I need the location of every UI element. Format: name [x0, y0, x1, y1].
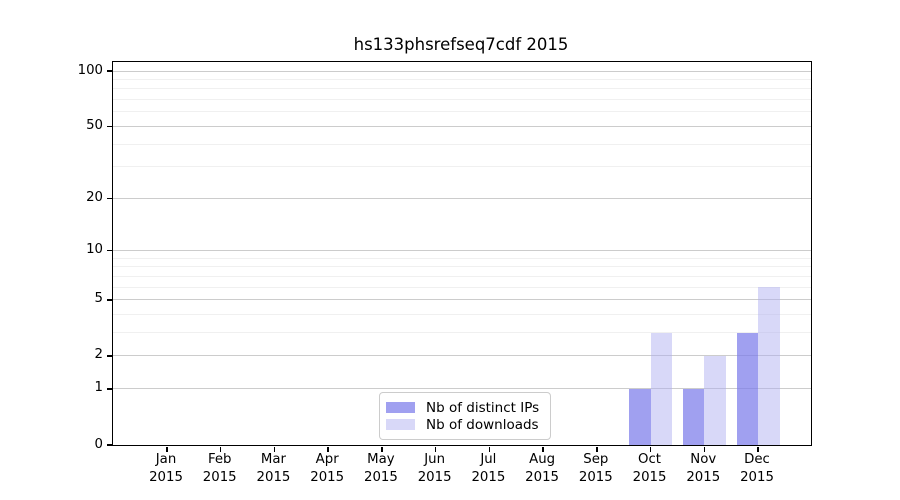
gridline	[113, 388, 811, 390]
gridline	[113, 88, 811, 90]
y-tick-label: 100	[77, 62, 103, 78]
y-tick	[106, 355, 112, 357]
gridline	[113, 99, 811, 101]
y-tick	[106, 125, 112, 128]
plot-area	[106, 61, 812, 452]
y-tick	[106, 299, 112, 301]
legend: Nb of distinct IPs Nb of downloads	[379, 392, 552, 440]
x-tick-label: Mar 2015	[238, 451, 308, 486]
x-tick-year: 2015	[256, 469, 291, 485]
x-tick-label: Dec 2015	[722, 451, 792, 486]
x-tick	[596, 446, 598, 452]
y-tick	[106, 197, 112, 200]
x-tick-year: 2015	[740, 469, 774, 485]
gridline	[113, 143, 811, 145]
legend-swatch-nb-of-distinct-ips	[386, 402, 415, 413]
legend-label: Nb of downloads	[426, 416, 539, 433]
y-tick-label: 50	[86, 117, 103, 133]
chart-title: hs133phsrefseq7cdf 2015	[353, 35, 569, 54]
x-tick-year: 2015	[149, 469, 183, 485]
x-tick	[488, 446, 491, 452]
x-tick-month: Apr	[315, 452, 339, 467]
legend-label: Nb of distinct IPs	[426, 399, 540, 416]
x-tick-month: May	[367, 452, 395, 467]
x-tick-label: Feb 2015	[185, 451, 255, 486]
y-tick	[106, 444, 112, 446]
x-tick	[327, 446, 329, 452]
x-tick	[649, 446, 652, 452]
y-tick	[106, 388, 112, 390]
bar-nb-of-downloads-dec	[758, 287, 780, 445]
gridline	[113, 355, 811, 357]
x-tick	[542, 446, 544, 452]
gridline	[113, 70, 811, 72]
gridline	[113, 166, 811, 168]
x-tick-year: 2015	[363, 469, 398, 485]
x-tick-label: Aug 2015	[507, 451, 577, 486]
gridline	[113, 78, 811, 80]
bar-nb-of-downloads-nov	[704, 355, 726, 445]
y-tick-label: 5	[94, 291, 103, 307]
gridline	[113, 250, 811, 252]
x-tick-year: 2015	[202, 469, 237, 485]
x-tick-label: Nov 2015	[668, 451, 738, 486]
x-tick-label: Jan 2015	[131, 451, 201, 486]
x-tick-month: Sep	[583, 452, 609, 467]
gridline	[113, 314, 811, 316]
x-tick-month: Oct	[638, 452, 662, 467]
gridline	[113, 125, 811, 127]
x-tick-label: Oct 2015	[615, 451, 685, 486]
legend-row: Nb of downloads	[386, 416, 539, 433]
x-tick	[434, 446, 437, 452]
x-tick	[703, 446, 706, 452]
x-tick-year: 2015	[310, 469, 345, 485]
gridline	[113, 286, 811, 288]
x-tick-month: Jul	[480, 452, 497, 467]
bar-nb-of-downloads-oct	[650, 332, 673, 445]
x-tick-label: May 2015	[346, 451, 416, 486]
gridline	[113, 299, 811, 301]
x-tick	[757, 446, 759, 452]
gridline	[113, 332, 811, 334]
x-tick-month: Feb	[207, 452, 232, 467]
x-tick	[166, 446, 168, 452]
y-tick	[106, 249, 112, 252]
y-tick-label: 2	[94, 347, 103, 363]
gridline	[113, 257, 811, 259]
legend-swatch-nb-of-downloads	[386, 419, 415, 430]
x-tick-month: Nov	[690, 452, 717, 467]
gridline	[113, 275, 811, 277]
legend-row: Nb of distinct IPs	[386, 399, 539, 416]
y-tick-label: 1	[94, 380, 103, 396]
gridline	[113, 111, 811, 113]
y-tick-label: 10	[86, 242, 103, 258]
gridline	[113, 197, 811, 199]
x-tick-year: 2015	[578, 469, 613, 485]
x-tick-year: 2015	[417, 469, 452, 485]
bar-nb-of-distinct-ips-oct	[629, 388, 651, 445]
x-tick-month: Mar	[260, 452, 286, 467]
x-tick-year: 2015	[686, 469, 721, 485]
x-tick-label: Apr 2015	[292, 451, 362, 486]
x-tick	[219, 446, 222, 452]
x-tick-year: 2015	[632, 469, 667, 485]
y-tick-label: 20	[86, 189, 103, 205]
gridline	[113, 266, 811, 268]
bar-nb-of-distinct-ips-nov	[682, 388, 705, 445]
x-tick-label: Jul 2015	[453, 451, 523, 486]
x-tick	[381, 446, 383, 452]
x-tick-month: Jun	[424, 452, 446, 467]
y-tick	[106, 70, 112, 72]
x-tick-year: 2015	[525, 469, 559, 485]
x-tick-month: Dec	[744, 452, 770, 467]
x-tick-month: Aug	[529, 452, 556, 467]
bar-nb-of-distinct-ips-dec	[736, 332, 758, 445]
x-tick-label: Jun 2015	[400, 451, 470, 486]
x-tick	[273, 446, 276, 452]
x-tick-month: Jan	[155, 452, 177, 467]
x-tick-label: Sep 2015	[561, 451, 631, 486]
y-tick-label: 0	[94, 436, 103, 452]
x-tick-year: 2015	[471, 469, 506, 485]
